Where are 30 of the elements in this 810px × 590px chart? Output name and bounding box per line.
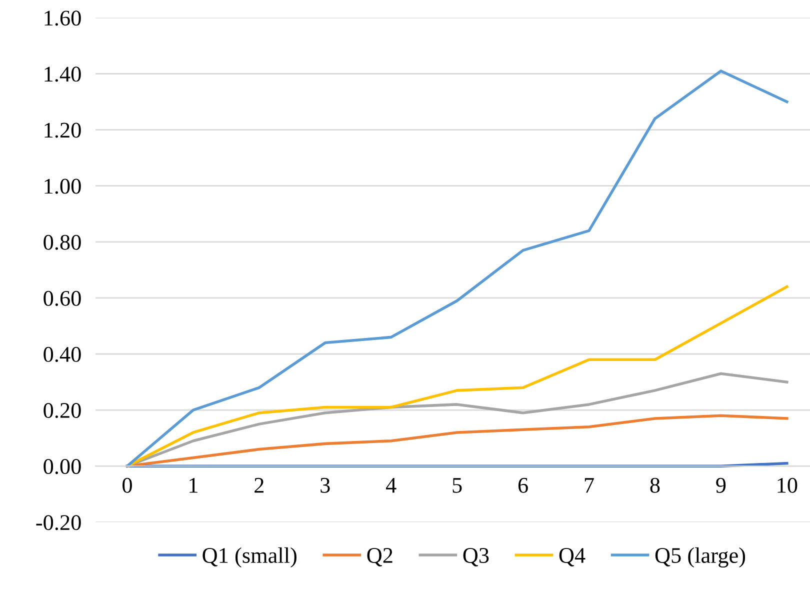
y-tick-label: -0.20 bbox=[36, 515, 81, 530]
legend-label: Q1 (small) bbox=[202, 547, 296, 568]
x-tick-label: 4 bbox=[386, 478, 396, 493]
x-tick-label: 6 bbox=[518, 478, 528, 493]
x-tick-label: 9 bbox=[716, 478, 726, 493]
legend-label: Q2 bbox=[367, 548, 392, 566]
y-tick-label: 0.40 bbox=[44, 346, 81, 362]
y-tick-label: 0.60 bbox=[44, 290, 81, 306]
line-series bbox=[126, 70, 788, 468]
x-tick-label: 10 bbox=[778, 478, 798, 493]
line-series bbox=[126, 285, 788, 468]
x-tick-label: 8 bbox=[650, 478, 660, 493]
y-tick-label: 1.60 bbox=[44, 10, 81, 26]
legend-label: Q5 (large) bbox=[655, 547, 746, 568]
x-tick-label: 0 bbox=[122, 478, 132, 493]
y-tick-label: 1.00 bbox=[44, 178, 81, 194]
y-tick-label: 0.00 bbox=[44, 459, 81, 474]
y-tick-label: 0.20 bbox=[44, 402, 81, 418]
x-tick-label: 2 bbox=[254, 478, 264, 493]
y-tick-label: 1.20 bbox=[44, 122, 81, 138]
x-tick-label: 3 bbox=[320, 478, 330, 493]
legend-label: Q3 bbox=[463, 548, 489, 566]
x-tick-label: 5 bbox=[452, 478, 462, 493]
x-tick-label: 1 bbox=[190, 478, 198, 493]
y-tick-label: 1.40 bbox=[44, 66, 81, 82]
line-series bbox=[126, 372, 788, 468]
line-series bbox=[126, 414, 788, 468]
y-tick-label: 0.80 bbox=[44, 234, 81, 250]
x-tick-label: 7 bbox=[584, 478, 594, 493]
legend-label: Q4 bbox=[559, 548, 586, 566]
